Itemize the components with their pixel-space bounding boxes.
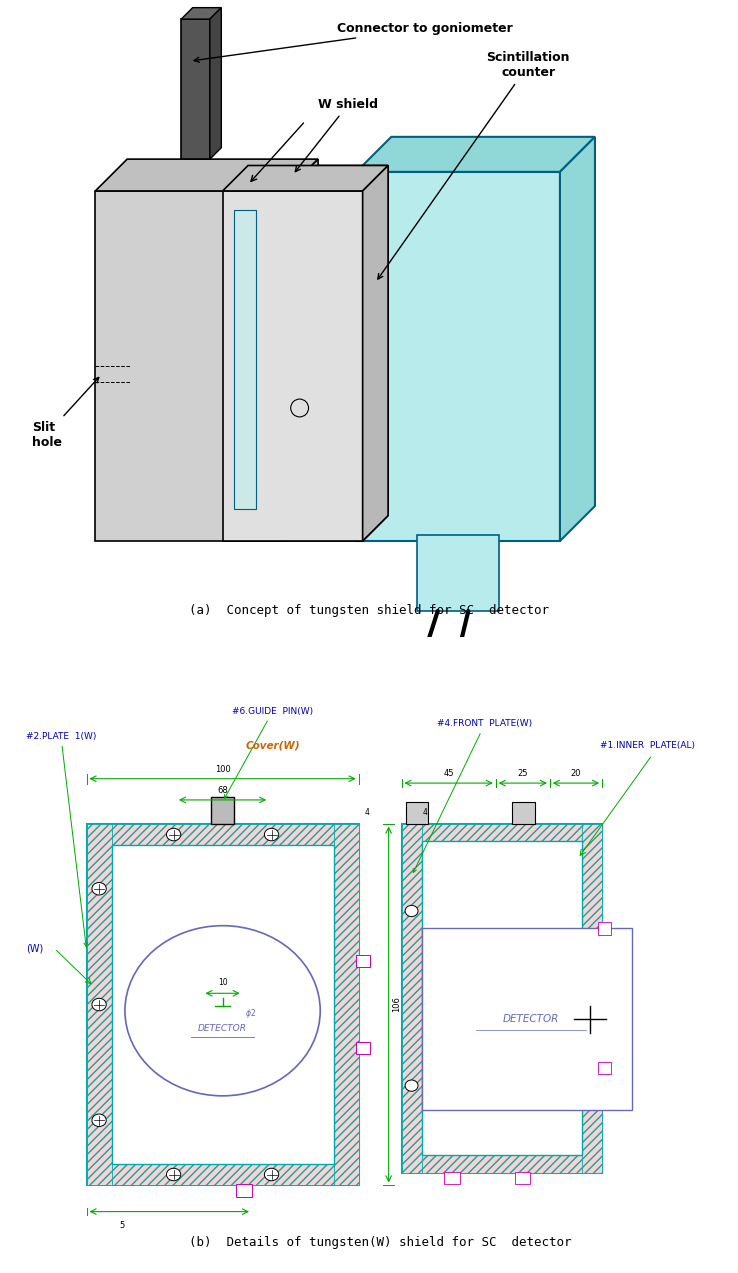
FancyBboxPatch shape	[234, 210, 246, 509]
FancyBboxPatch shape	[418, 535, 499, 611]
Polygon shape	[223, 165, 388, 191]
FancyBboxPatch shape	[356, 172, 560, 541]
FancyBboxPatch shape	[444, 1171, 461, 1184]
Polygon shape	[356, 136, 595, 172]
FancyBboxPatch shape	[86, 824, 359, 1185]
Polygon shape	[182, 8, 221, 19]
FancyBboxPatch shape	[223, 191, 362, 541]
FancyBboxPatch shape	[511, 802, 535, 824]
Circle shape	[405, 1080, 418, 1091]
Text: 45: 45	[444, 769, 454, 778]
Text: 20: 20	[570, 769, 582, 778]
Polygon shape	[223, 165, 388, 191]
Text: Connector to goniometer: Connector to goniometer	[194, 22, 513, 62]
Polygon shape	[210, 8, 221, 159]
FancyBboxPatch shape	[406, 802, 429, 824]
FancyBboxPatch shape	[401, 824, 602, 1172]
Text: (b)  Details of tungsten(W) shield for SC  detector: (b) Details of tungsten(W) shield for SC…	[189, 1236, 571, 1249]
Text: $\phi$2: $\phi$2	[246, 1007, 257, 1021]
FancyBboxPatch shape	[356, 1041, 370, 1054]
Polygon shape	[362, 165, 388, 541]
Circle shape	[264, 829, 279, 840]
Polygon shape	[362, 165, 388, 541]
Text: Slit
hole: Slit hole	[32, 378, 99, 448]
Text: W shield: W shield	[295, 98, 378, 172]
Polygon shape	[286, 159, 318, 541]
FancyBboxPatch shape	[86, 824, 111, 1185]
FancyBboxPatch shape	[95, 191, 286, 541]
Polygon shape	[95, 159, 318, 191]
FancyBboxPatch shape	[401, 824, 602, 841]
FancyBboxPatch shape	[421, 928, 632, 1110]
FancyBboxPatch shape	[598, 922, 611, 934]
Circle shape	[167, 1169, 181, 1181]
FancyBboxPatch shape	[211, 797, 234, 824]
FancyBboxPatch shape	[234, 210, 256, 509]
Text: 106: 106	[392, 997, 401, 1012]
Text: #1.INNER  PLATE(AL): #1.INNER PLATE(AL)	[600, 741, 695, 750]
Text: 68: 68	[217, 785, 228, 794]
Text: DETECTOR: DETECTOR	[198, 1023, 247, 1032]
FancyBboxPatch shape	[598, 1062, 611, 1074]
Text: Cover(W): Cover(W)	[245, 741, 300, 751]
FancyBboxPatch shape	[421, 841, 582, 1156]
Text: 5: 5	[120, 1221, 125, 1230]
FancyBboxPatch shape	[514, 1171, 531, 1184]
FancyBboxPatch shape	[582, 824, 602, 1172]
Text: (a)  Concept of tungsten shield for SC  detector: (a) Concept of tungsten shield for SC de…	[189, 605, 549, 617]
Text: #6.GUIDE  PIN(W): #6.GUIDE PIN(W)	[224, 707, 313, 798]
Text: #2.PLATE  1(W): #2.PLATE 1(W)	[26, 732, 96, 946]
Text: 10: 10	[218, 978, 227, 987]
Circle shape	[167, 829, 181, 840]
Circle shape	[92, 1114, 106, 1127]
FancyBboxPatch shape	[182, 19, 210, 159]
Circle shape	[92, 998, 106, 1011]
FancyBboxPatch shape	[401, 1156, 602, 1172]
FancyBboxPatch shape	[86, 824, 359, 845]
Circle shape	[92, 882, 106, 895]
Text: #4.FRONT  PLATE(W): #4.FRONT PLATE(W)	[413, 719, 532, 872]
Circle shape	[405, 905, 418, 917]
FancyBboxPatch shape	[111, 845, 334, 1164]
Text: 4: 4	[365, 808, 369, 817]
FancyBboxPatch shape	[234, 210, 256, 509]
FancyBboxPatch shape	[223, 191, 362, 541]
Text: 4: 4	[423, 808, 428, 817]
Polygon shape	[560, 136, 595, 541]
FancyBboxPatch shape	[356, 955, 370, 967]
Text: 25: 25	[517, 769, 528, 778]
Text: (W): (W)	[26, 943, 43, 953]
FancyBboxPatch shape	[334, 824, 359, 1185]
Text: DETECTOR: DETECTOR	[503, 1015, 559, 1025]
FancyBboxPatch shape	[236, 1184, 252, 1197]
Circle shape	[264, 1169, 279, 1181]
Text: Scintillation
counter: Scintillation counter	[378, 51, 570, 279]
FancyBboxPatch shape	[86, 1164, 359, 1185]
FancyBboxPatch shape	[362, 267, 376, 446]
FancyBboxPatch shape	[401, 824, 421, 1172]
Text: 100: 100	[215, 765, 230, 774]
